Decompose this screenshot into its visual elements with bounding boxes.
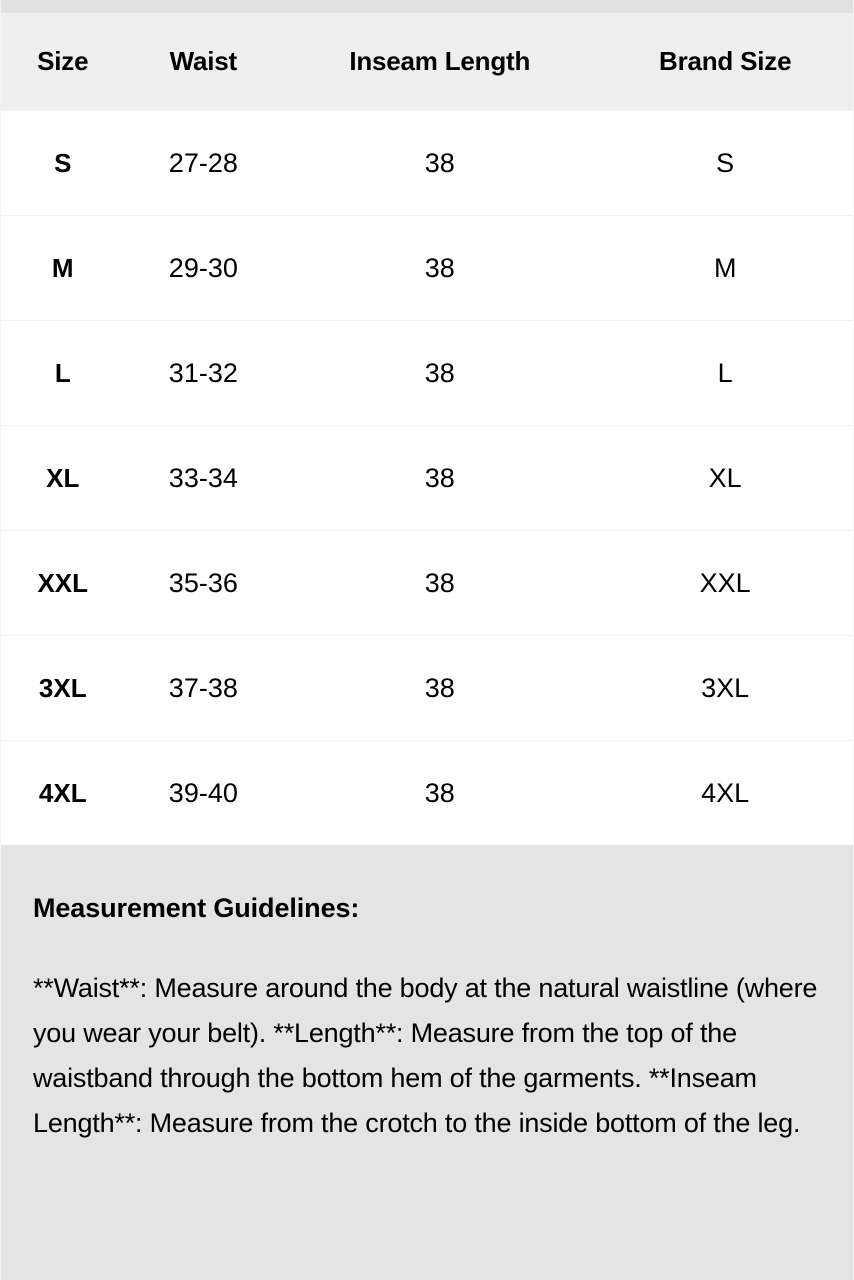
table-row: S 27-28 38 S	[1, 110, 853, 216]
cell-size: XL	[46, 462, 80, 493]
cell-brand-size: XL	[708, 462, 742, 493]
measurement-guidelines-title: Measurement Guidelines:	[33, 893, 360, 923]
measurement-guidelines-section: Measurement Guidelines: **Waist**: Measu…	[1, 845, 853, 1280]
cell-inseam: 38	[424, 252, 455, 283]
cell-inseam: 38	[424, 672, 455, 703]
cell-inseam: 38	[424, 147, 455, 178]
cell-brand-size: 4XL	[701, 777, 750, 808]
table-row: 4XL 39-40 38 4XL	[1, 740, 853, 845]
column-header-brand-size: Brand Size	[659, 46, 792, 76]
column-header-waist: Waist	[169, 46, 238, 76]
cell-waist: 31-32	[168, 357, 238, 388]
cell-size: 3XL	[38, 672, 87, 703]
table-row: XL 33-34 38 XL	[1, 425, 853, 531]
table-header: Size Waist Inseam Length Brand Size	[1, 13, 853, 111]
cell-size: XXL	[37, 567, 89, 598]
cell-inseam: 38	[424, 462, 455, 493]
cell-waist: 39-40	[168, 777, 238, 808]
cell-waist: 35-36	[168, 567, 238, 598]
cell-inseam: 38	[424, 777, 455, 808]
cell-size: S	[54, 147, 72, 178]
cell-size: M	[51, 252, 74, 283]
cell-waist: 37-38	[168, 672, 238, 703]
table-body: S 27-28 38 S M 29-30 38 M L 31-32 38 L X…	[1, 110, 853, 845]
table-row: XXL 35-36 38 XXL	[1, 530, 853, 636]
cell-size: L	[54, 357, 71, 388]
cell-brand-size: M	[713, 252, 737, 283]
cell-brand-size: L	[717, 357, 733, 388]
size-chart-table: Size Waist Inseam Length Brand Size S 27…	[1, 13, 853, 845]
cell-waist: 27-28	[168, 147, 238, 178]
cell-inseam: 38	[424, 567, 455, 598]
cell-brand-size: 3XL	[701, 672, 750, 703]
column-header-size: Size	[37, 46, 89, 76]
table-row: L 31-32 38 L	[1, 320, 853, 426]
cell-waist: 29-30	[168, 252, 238, 283]
cell-waist: 33-34	[168, 462, 238, 493]
cell-inseam: 38	[424, 357, 455, 388]
top-strip	[1, 0, 853, 13]
table-header-row: Size Waist Inseam Length Brand Size	[1, 13, 853, 111]
cell-brand-size: XXL	[699, 567, 751, 598]
cell-size: 4XL	[38, 777, 87, 808]
table-row: 3XL 37-38 38 3XL	[1, 635, 853, 741]
measurement-guidelines-body: **Waist**: Measure around the body at th…	[33, 973, 818, 1138]
table-row: M 29-30 38 M	[1, 215, 853, 321]
cell-brand-size: S	[716, 147, 735, 178]
column-header-inseam-length: Inseam Length	[349, 46, 531, 76]
